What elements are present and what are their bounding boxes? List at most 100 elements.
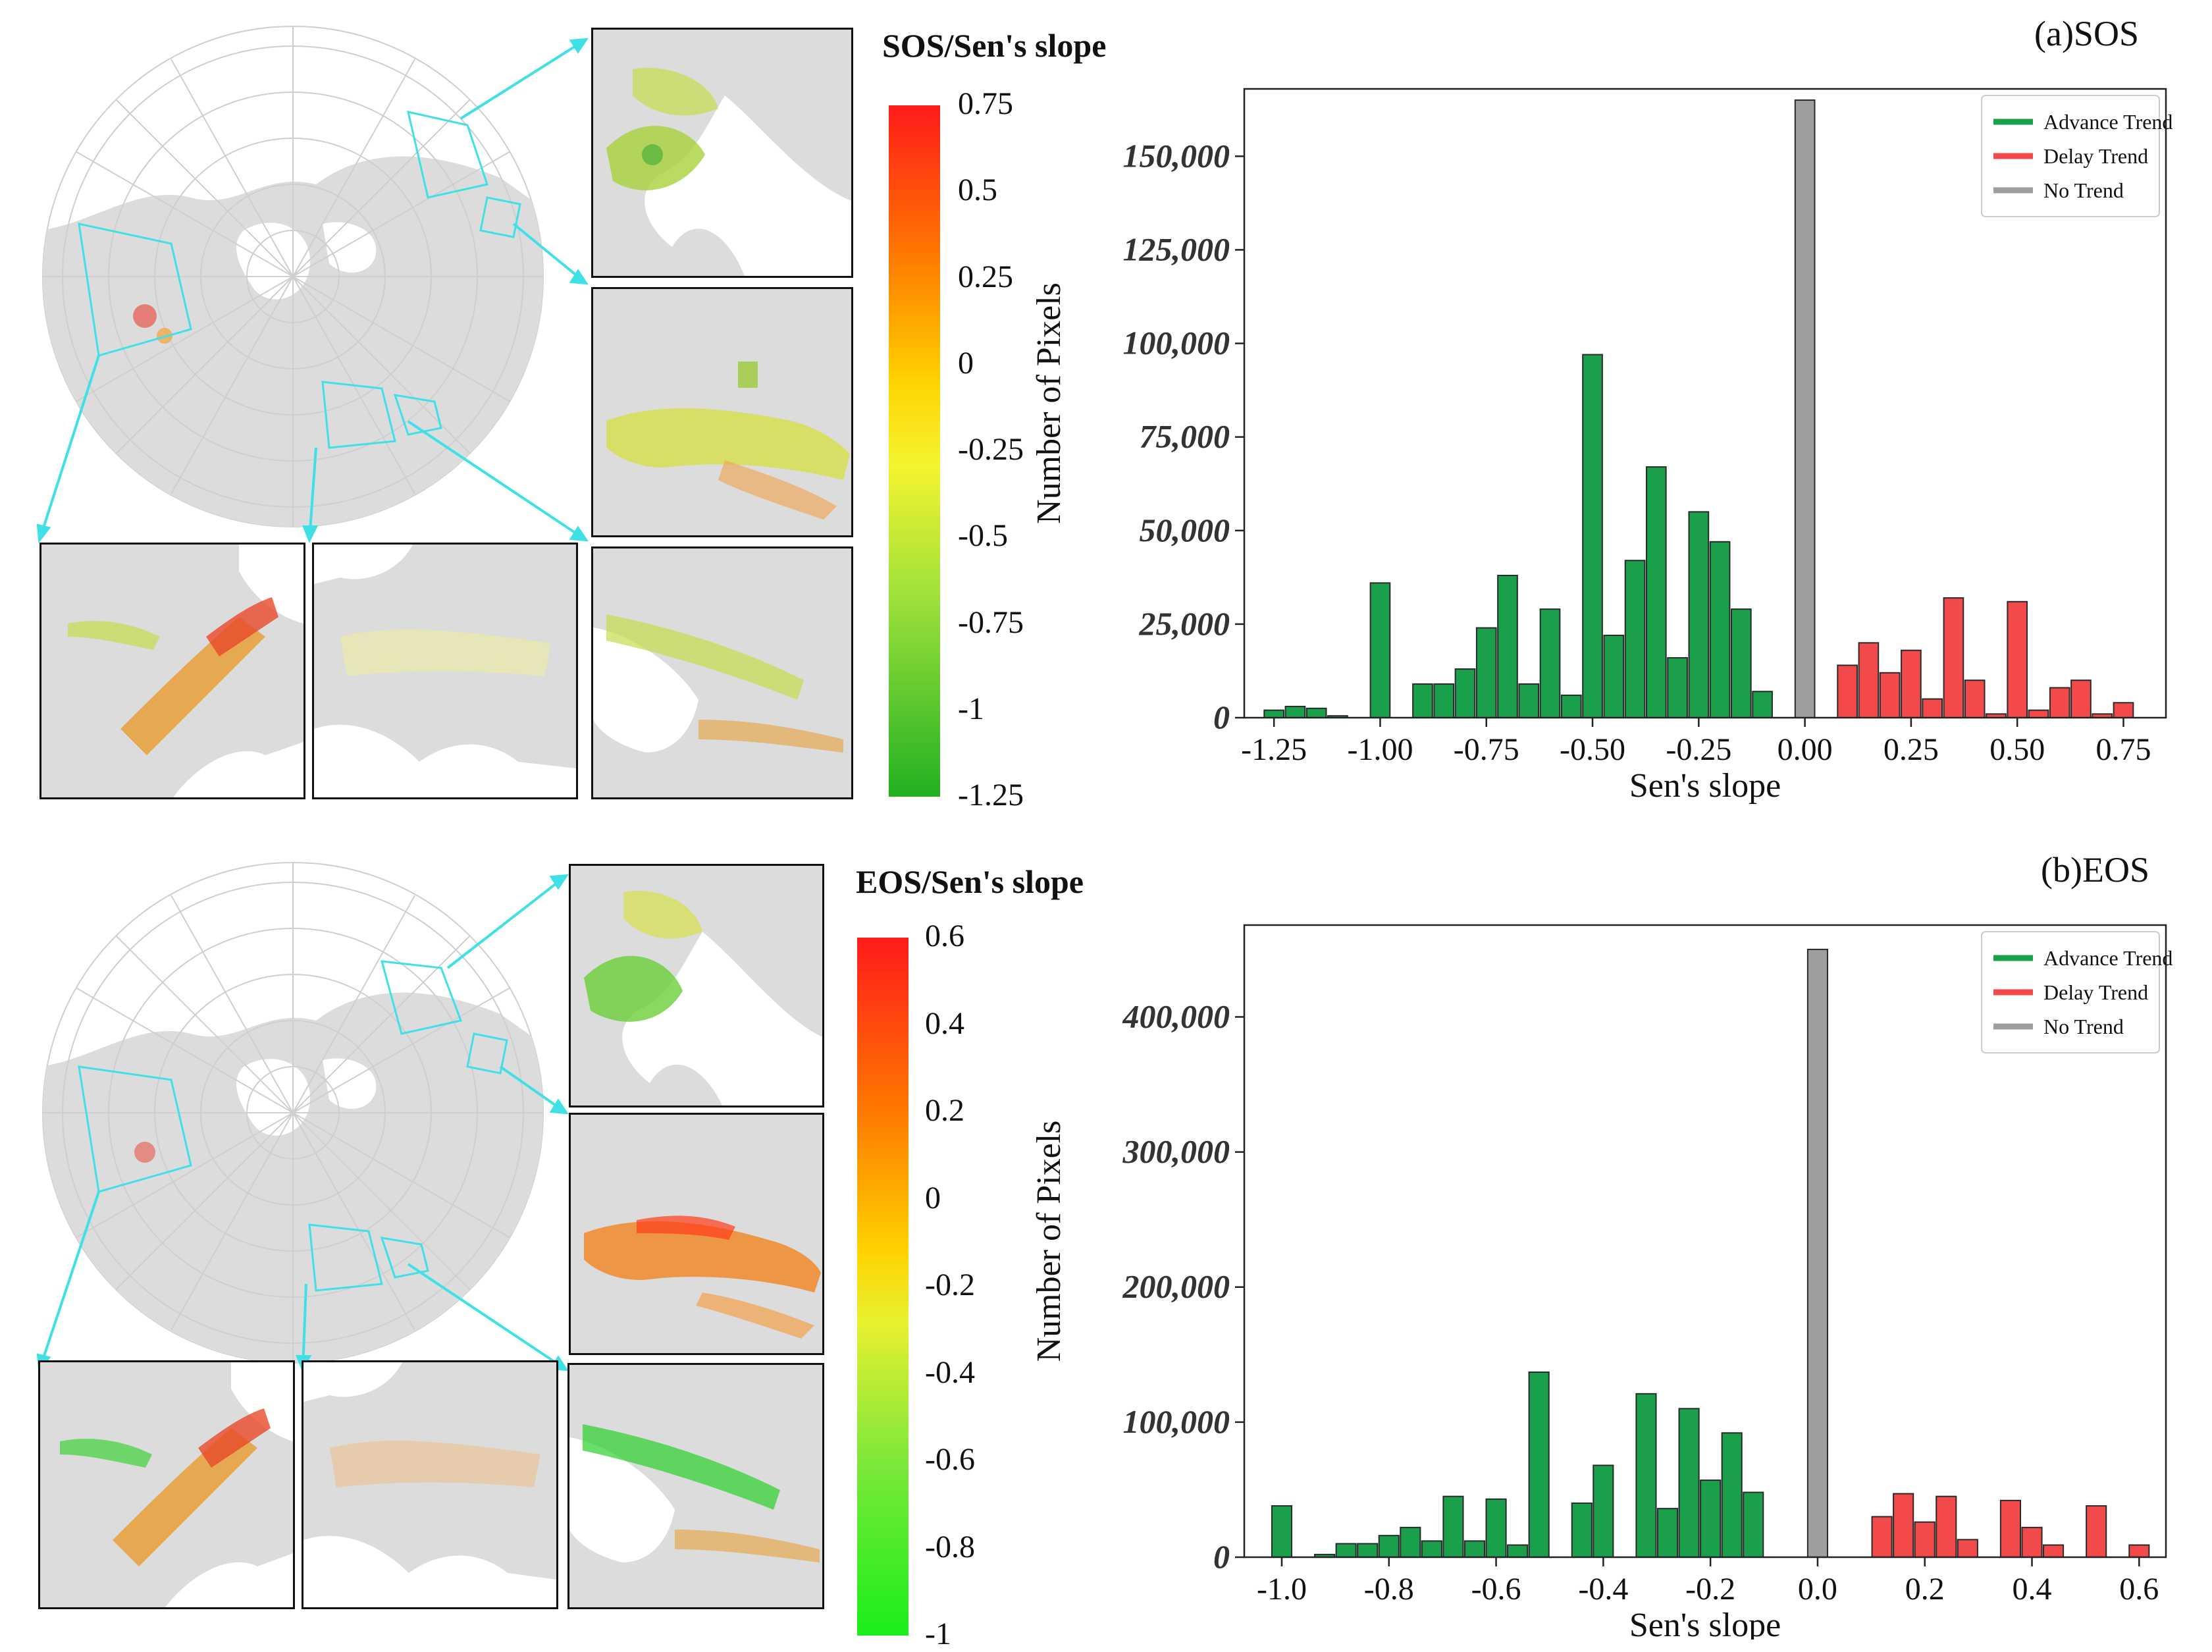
y-tick-label: 50,000 — [1140, 512, 1230, 548]
x-tick-label: -0.6 — [1471, 1572, 1521, 1607]
histogram-bar — [1454, 668, 1476, 719]
eos-map-panel: EOS/Sen's slope 0.6 0.4 0.2 0 -0.2 -0.4 -0.6 -0… — [0, 830, 1084, 1651]
y-axis-label: Number of Pixels — [1030, 1121, 1068, 1362]
x-tick-label: -0.8 — [1364, 1572, 1414, 1607]
sos-colorbar-title: SOS/Sen's slope — [882, 27, 1107, 64]
histogram-bar — [1433, 683, 1455, 719]
x-tick-label: -0.2 — [1685, 1572, 1735, 1607]
histogram-bar — [2113, 702, 2134, 718]
colorbar-tick-label: 0.4 — [925, 1005, 964, 1041]
histogram-bar — [1271, 1505, 1293, 1558]
legend-label: No Trend — [2043, 1015, 2124, 1038]
colorbar-tick-label: 0.6 — [925, 919, 964, 953]
eos-polar-map — [42, 862, 544, 1364]
histogram-bar — [1528, 1371, 1550, 1558]
histogram-bar — [2021, 1526, 2043, 1558]
sos-inset-europe — [312, 543, 578, 799]
histogram-bar — [1635, 1393, 1657, 1558]
x-tick-label: -1.25 — [1241, 732, 1307, 767]
sos-map-panel: SOS/Sen's slope 0.75 0.5 0.25 0 -0.25 -0.5 -0.… — [0, 0, 1106, 813]
x-tick-label: 0.2 — [1905, 1572, 1945, 1607]
histogram-bar — [1400, 1526, 1421, 1558]
y-tick-label: 75,000 — [1140, 418, 1230, 455]
histogram-bar — [1752, 691, 1773, 718]
histogram-bar — [1731, 608, 1752, 718]
eos-histogram: 0 100,000 200,000 300,000 400,000 -1.0 -0.8 -0.… — [1030, 924, 2172, 1639]
sos-polar-map — [42, 26, 544, 527]
sos-histogram: 0 25,000 50,000 75,000 100,000 125,000 150,000… — [1030, 88, 2172, 805]
histogram-bar — [1893, 1493, 1914, 1558]
histogram-bar — [1688, 511, 1710, 718]
colorbar-tick-label: -0.5 — [958, 518, 1008, 554]
sos-inset-caspian — [591, 546, 853, 799]
eos-inset-east-asia — [569, 864, 824, 1107]
eos-colorbar — [857, 938, 908, 1636]
histogram-bar — [2070, 679, 2092, 719]
y-tick-label: 25,000 — [1139, 605, 1230, 642]
legend-box — [1981, 931, 2160, 1053]
eos-inset-caspian — [567, 1363, 824, 1609]
y-tick-label: 0 — [1213, 1538, 1230, 1575]
x-tick-label: 0.6 — [2119, 1572, 2159, 1607]
colorbar-tick-label: 0.5 — [958, 173, 997, 208]
colorbar-tick-label: 0 — [958, 345, 974, 381]
colorbar-tick-label: -1 — [925, 1616, 951, 1651]
y-tick-label: 150,000 — [1123, 137, 1230, 174]
histogram-bar — [1858, 642, 1880, 718]
histogram-bar — [1879, 672, 1901, 718]
colorbar-tick-label: 0 — [925, 1180, 941, 1215]
colorbar-tick-label: 0.2 — [925, 1093, 964, 1128]
histogram-bar — [1485, 1498, 1507, 1558]
histogram-bar — [1463, 1540, 1486, 1559]
x-tick-label: -1.0 — [1257, 1572, 1307, 1607]
histogram-bar — [1645, 466, 1667, 718]
y-axis-label: Number of Pixels — [1030, 282, 1068, 524]
eos-inset-europe — [302, 1360, 558, 1609]
histogram-bar — [2049, 687, 2070, 718]
histogram-bar — [1571, 1502, 1593, 1559]
histogram-bar — [1794, 99, 1816, 718]
legend-label: Advance Trend — [2043, 946, 2172, 970]
histogram-bar — [1964, 679, 1986, 719]
histogram-bar — [1700, 1479, 1722, 1558]
plot-frame — [1243, 924, 2167, 1559]
histogram-bar — [1475, 627, 1497, 718]
y-tick-label: 400,000 — [1122, 998, 1230, 1034]
y-tick-label: 100,000 — [1123, 1403, 1230, 1440]
histogram-bar — [1901, 649, 1922, 719]
histogram-bar — [1922, 698, 1943, 719]
histogram-bar — [1560, 694, 1582, 719]
x-tick-label: -1.00 — [1347, 732, 1413, 767]
sos-inset-north-america — [40, 543, 305, 799]
histogram-bar — [1539, 608, 1561, 718]
sos-colorbar — [889, 105, 940, 797]
histogram-bar — [1943, 597, 1964, 718]
histogram-bar — [1421, 1540, 1442, 1559]
colorbar-tick-label: -1 — [958, 691, 984, 726]
colorbar-tick-label: -0.2 — [925, 1267, 975, 1302]
sos-inset-east-asia — [591, 28, 853, 278]
y-tick-label: 200,000 — [1122, 1268, 1230, 1305]
sos-callout-arrows — [36, 38, 589, 544]
x-tick-label: 0.50 — [1989, 732, 2045, 767]
legend-label: Delay Trend — [2043, 980, 2148, 1004]
x-tick-label: -0.25 — [1666, 732, 1731, 767]
histogram-bar — [1721, 1432, 1743, 1558]
histogram-bar — [2086, 1505, 2107, 1558]
colorbar-tick-label: -0.4 — [925, 1354, 975, 1390]
x-axis-label: Sen's slope — [1629, 767, 1781, 805]
histogram-bar — [1357, 1543, 1379, 1559]
histogram-bar — [1593, 1464, 1614, 1558]
x-tick-label: -0.4 — [1578, 1572, 1628, 1607]
histogram-bar — [2028, 709, 2049, 719]
legend-label: No Trend — [2043, 178, 2124, 202]
histogram-bar — [1603, 634, 1625, 719]
histogram-bar — [1936, 1495, 1957, 1559]
histogram-bar — [2043, 1544, 2065, 1558]
histogram-bar — [1624, 560, 1646, 718]
legend-label: Delay Trend — [2043, 144, 2148, 168]
histogram-bar — [1497, 574, 1518, 718]
y-tick-label: 100,000 — [1123, 325, 1230, 361]
histogram-bar — [1656, 1508, 1679, 1559]
histogram-bar — [1507, 1544, 1529, 1558]
